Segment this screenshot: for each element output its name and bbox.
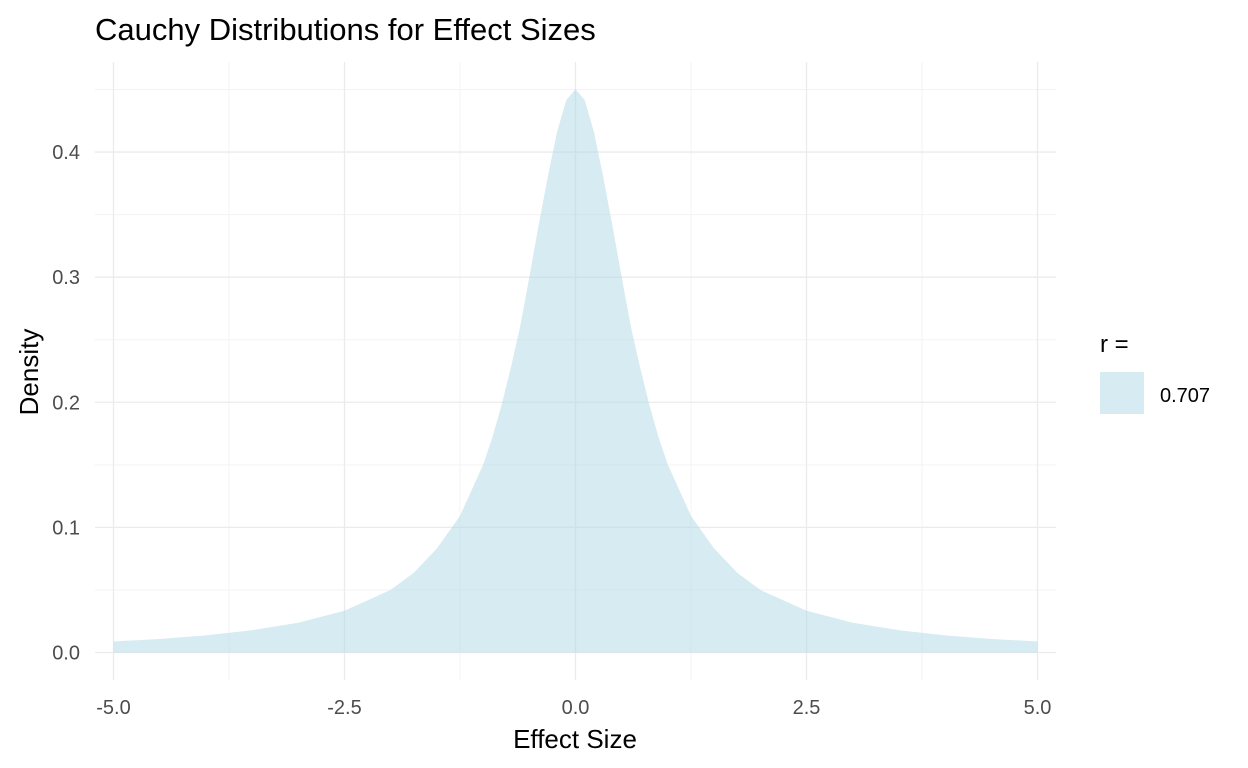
legend-title: r =	[1100, 331, 1129, 358]
x-tick-label: -2.5	[327, 697, 361, 719]
chart-title: Cauchy Distributions for Effect Sizes	[95, 12, 596, 47]
y-axis-title: Density	[14, 329, 44, 416]
x-axis-title: Effect Size	[513, 724, 637, 754]
legend-key-swatch	[1100, 372, 1144, 414]
y-tick-label: 0.0	[52, 642, 80, 664]
legend-key-label: 0.707	[1160, 385, 1210, 407]
y-axis-tick-labels: 0.0 0.1 0.2 0.3 0.4	[52, 142, 80, 664]
x-tick-label: -5.0	[96, 697, 130, 719]
y-tick-label: 0.1	[52, 517, 80, 539]
y-tick-label: 0.4	[52, 142, 80, 164]
x-tick-label: 5.0	[1024, 697, 1052, 719]
x-tick-label: 2.5	[793, 697, 821, 719]
x-axis-tick-labels: -5.0 -2.5 0.0 2.5 5.0	[96, 697, 1051, 719]
x-tick-label: 0.0	[562, 697, 590, 719]
density-areas	[113, 89, 1038, 653]
y-tick-label: 0.2	[52, 392, 80, 414]
density-area	[113, 89, 1038, 653]
legend: r = 0.707	[1100, 331, 1210, 414]
y-tick-label: 0.3	[52, 267, 80, 289]
